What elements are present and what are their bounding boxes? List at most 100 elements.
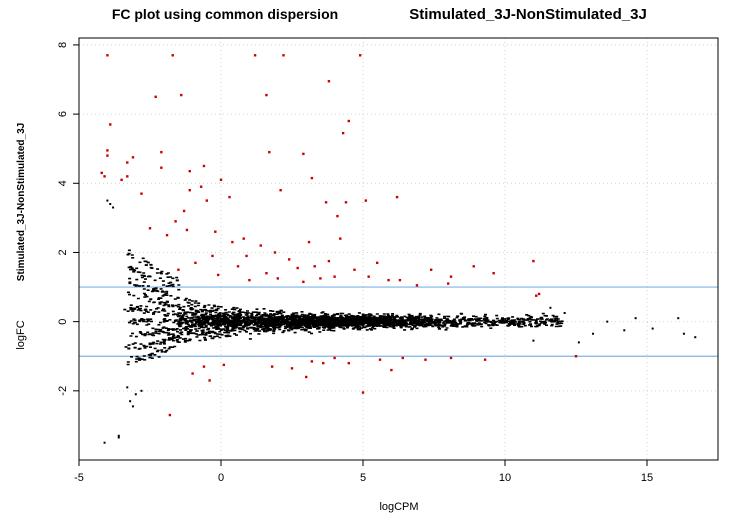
significant-point-23 (120, 178, 123, 182)
significant-point-20 (188, 169, 191, 173)
significant-point-15 (302, 152, 305, 156)
outlier-point-11 (634, 317, 637, 320)
significant-point-69 (236, 265, 240, 268)
significant-point-49 (287, 258, 291, 261)
significant-point-57 (449, 275, 453, 278)
significant-point-21 (100, 171, 103, 175)
significant-point-73 (319, 277, 322, 280)
significant-point-94 (401, 356, 404, 360)
significant-point-5 (327, 80, 331, 83)
y-tick-label-0: -2 (57, 386, 69, 396)
grid (78, 38, 718, 460)
significant-point-37 (336, 214, 339, 218)
significant-point-41 (148, 227, 152, 230)
significant-point-0 (106, 54, 109, 57)
y-axis-sublabel: Stimulated_3J-NonStimulated_3J (16, 123, 27, 281)
x-tick-label-2: 5 (360, 472, 366, 484)
significant-point-45 (231, 240, 234, 244)
significant-point-34 (205, 199, 208, 202)
plot-frame (78, 37, 719, 461)
significant-point-32 (182, 209, 186, 213)
outlier-point-12 (651, 327, 654, 330)
significant-point-50 (307, 240, 311, 244)
significant-point-53 (353, 268, 356, 271)
outlier-point-7 (131, 405, 134, 408)
outlier-point-4 (117, 434, 120, 437)
y-axis-label: logFC (15, 320, 27, 349)
x-axis: -5 0 5 10 15 (74, 460, 653, 484)
significant-point-85 (347, 361, 350, 365)
outlier-point-8 (134, 393, 137, 396)
significant-point-82 (361, 391, 365, 394)
significant-point-63 (447, 282, 450, 285)
significant-point-52 (339, 237, 342, 240)
significant-point-39 (364, 199, 368, 202)
significant-point-80 (327, 259, 331, 263)
x-tick-label-1: 0 (218, 472, 224, 484)
significant-point-61 (537, 292, 541, 296)
outlier-point-18 (592, 332, 595, 335)
significant-point-11 (109, 123, 112, 126)
non-significant-points (103, 199, 697, 444)
significant-point-54 (376, 261, 379, 265)
significant-point-42 (165, 233, 169, 237)
x-axis-label: logCPM (379, 501, 418, 513)
significant-point-18 (131, 156, 135, 159)
outlier-point-13 (677, 317, 680, 320)
outlier-point-6 (129, 400, 132, 403)
significant-point-24 (126, 175, 129, 178)
significant-point-14 (160, 150, 163, 154)
significant-point-4 (358, 54, 362, 57)
significant-point-70 (248, 278, 251, 282)
significant-point-87 (208, 379, 211, 382)
significant-point-26 (219, 178, 223, 182)
significant-point-99 (390, 368, 393, 372)
significant-point-3 (282, 54, 285, 57)
outlier-point-0 (106, 199, 109, 202)
significant-point-60 (532, 259, 535, 263)
significant-point-72 (296, 266, 299, 270)
significant-point-7 (180, 93, 183, 97)
significant-point-100 (305, 375, 308, 379)
outlier-point-1 (109, 203, 112, 206)
significant-point-83 (322, 361, 325, 365)
outlier-point-2 (112, 206, 115, 209)
chart-title: FC plot using common dispersion (112, 6, 338, 22)
outlier-point-22 (532, 339, 535, 342)
significant-point-96 (449, 356, 453, 360)
significant-point-8 (265, 93, 268, 97)
y-axis: -2 0 2 4 6 8 (57, 42, 79, 396)
significant-point-47 (259, 244, 262, 247)
outlier-point-19 (577, 341, 580, 344)
significant-point-19 (160, 166, 163, 169)
outlier-point-15 (694, 336, 697, 339)
significant-point-74 (333, 275, 336, 278)
significant-point-17 (126, 161, 129, 164)
outlier-point-20 (563, 311, 566, 314)
significant-point-76 (211, 254, 214, 258)
significant-point-10 (341, 131, 345, 135)
significant-point-92 (333, 356, 336, 360)
significant-point-62 (535, 294, 538, 297)
significant-point-25 (140, 192, 143, 195)
significant-point-2 (253, 54, 257, 57)
y-tick-label-3: 4 (57, 180, 69, 186)
significant-point-55 (398, 278, 402, 282)
significant-point-71 (265, 272, 268, 275)
significant-point-68 (216, 273, 220, 277)
significant-point-75 (367, 275, 370, 278)
significant-point-77 (245, 254, 248, 258)
x-tick-label-4: 15 (641, 472, 653, 484)
outlier-point-5 (103, 441, 106, 444)
significant-point-35 (279, 188, 282, 192)
significant-point-6 (154, 95, 157, 99)
outlier-point-17 (606, 320, 609, 323)
significant-point-16 (268, 150, 271, 154)
significant-point-78 (276, 277, 279, 280)
outlier-point-9 (140, 389, 143, 392)
significant-point-98 (574, 355, 578, 358)
significant-point-33 (174, 220, 177, 223)
significant-point-9 (347, 119, 350, 123)
chart-subtitle: Stimulated_3J-NonStimulated_3J (409, 6, 647, 23)
